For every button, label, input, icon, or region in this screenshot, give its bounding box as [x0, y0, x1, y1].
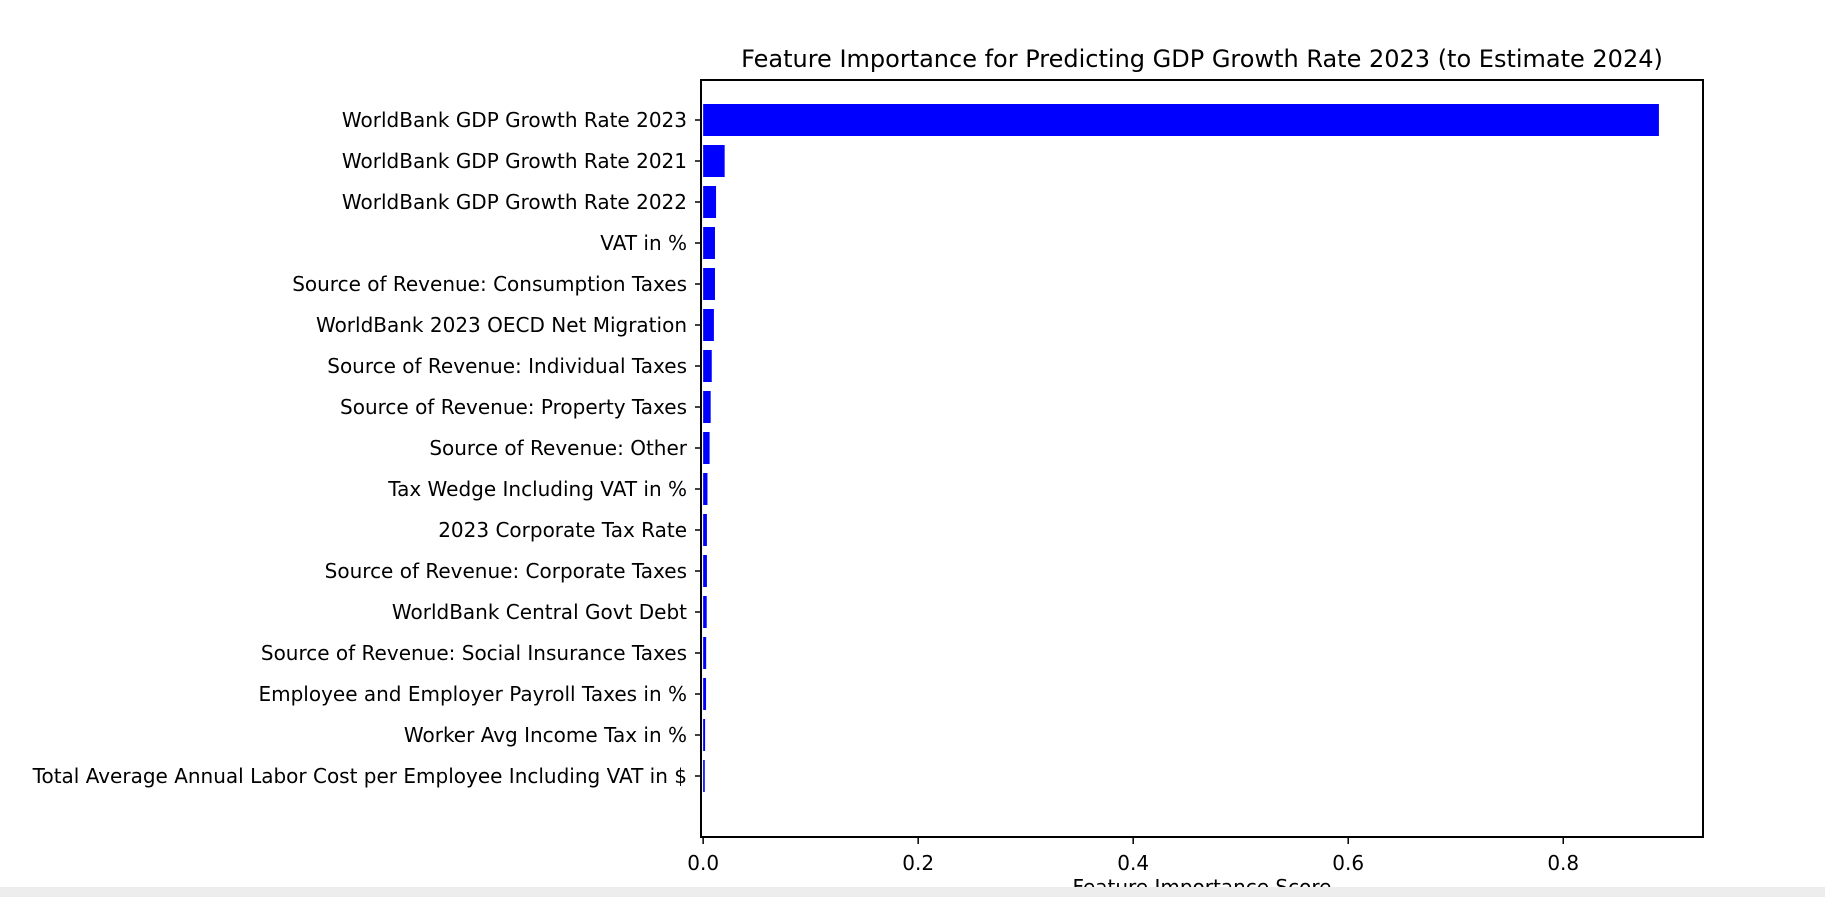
category-label: VAT in % — [600, 231, 687, 255]
category-label: WorldBank Central Govt Debt — [392, 600, 687, 624]
category-label: WorldBank 2023 OECD Net Migration — [316, 313, 687, 337]
x-tick-label: 0.2 — [902, 851, 934, 875]
category-label: Source of Revenue: Property Taxes — [340, 395, 687, 419]
bar — [703, 186, 717, 218]
bar — [703, 760, 705, 792]
x-axis-ticks: 0.0 0.2 0.4 0.6 0.8 — [687, 837, 1579, 875]
category-label: WorldBank GDP Growth Rate 2023 — [342, 108, 687, 132]
x-axis-label: Feature Importance Score — [1073, 875, 1332, 887]
x-tick-label: 0.8 — [1547, 851, 1579, 875]
x-tick-label: 0.0 — [687, 851, 719, 875]
bar — [703, 596, 707, 628]
bar — [703, 678, 707, 710]
category-label: Source of Revenue: Individual Taxes — [327, 354, 687, 378]
bar — [703, 145, 725, 177]
bar — [703, 514, 707, 546]
chart-title: Feature Importance for Predicting GDP Gr… — [741, 45, 1663, 73]
bar — [703, 432, 710, 464]
plot-frame — [700, 79, 1704, 838]
bar — [703, 555, 707, 587]
bars-group — [703, 104, 1659, 792]
category-label: Employee and Employer Payroll Taxes in % — [258, 682, 687, 706]
x-tick-label: 0.6 — [1332, 851, 1364, 875]
category-labels: WorldBank GDP Growth Rate 2023 WorldBank … — [32, 108, 688, 788]
category-label: Total Average Annual Labor Cost per Empl… — [32, 764, 687, 788]
bar — [703, 637, 707, 669]
category-label: 2023 Corporate Tax Rate — [438, 518, 687, 542]
category-label: WorldBank GDP Growth Rate 2022 — [342, 190, 687, 214]
x-tick-label: 0.4 — [1117, 851, 1149, 875]
category-label: Source of Revenue: Consumption Taxes — [292, 272, 687, 296]
bar — [703, 350, 712, 382]
category-label: Tax Wedge Including VAT in % — [387, 477, 687, 501]
bar — [703, 227, 715, 259]
bottom-strip — [0, 887, 1825, 897]
bar — [703, 309, 714, 341]
category-label: WorldBank GDP Growth Rate 2021 — [342, 149, 687, 173]
category-label: Worker Avg Income Tax in % — [404, 723, 687, 747]
bar — [703, 268, 715, 300]
bar — [703, 104, 1659, 136]
bar — [703, 391, 711, 423]
bar — [703, 719, 706, 751]
bar — [703, 473, 708, 505]
category-label: Source of Revenue: Corporate Taxes — [325, 559, 687, 583]
category-label: Source of Revenue: Other — [429, 436, 687, 460]
category-label: Source of Revenue: Social Insurance Taxe… — [261, 641, 687, 665]
